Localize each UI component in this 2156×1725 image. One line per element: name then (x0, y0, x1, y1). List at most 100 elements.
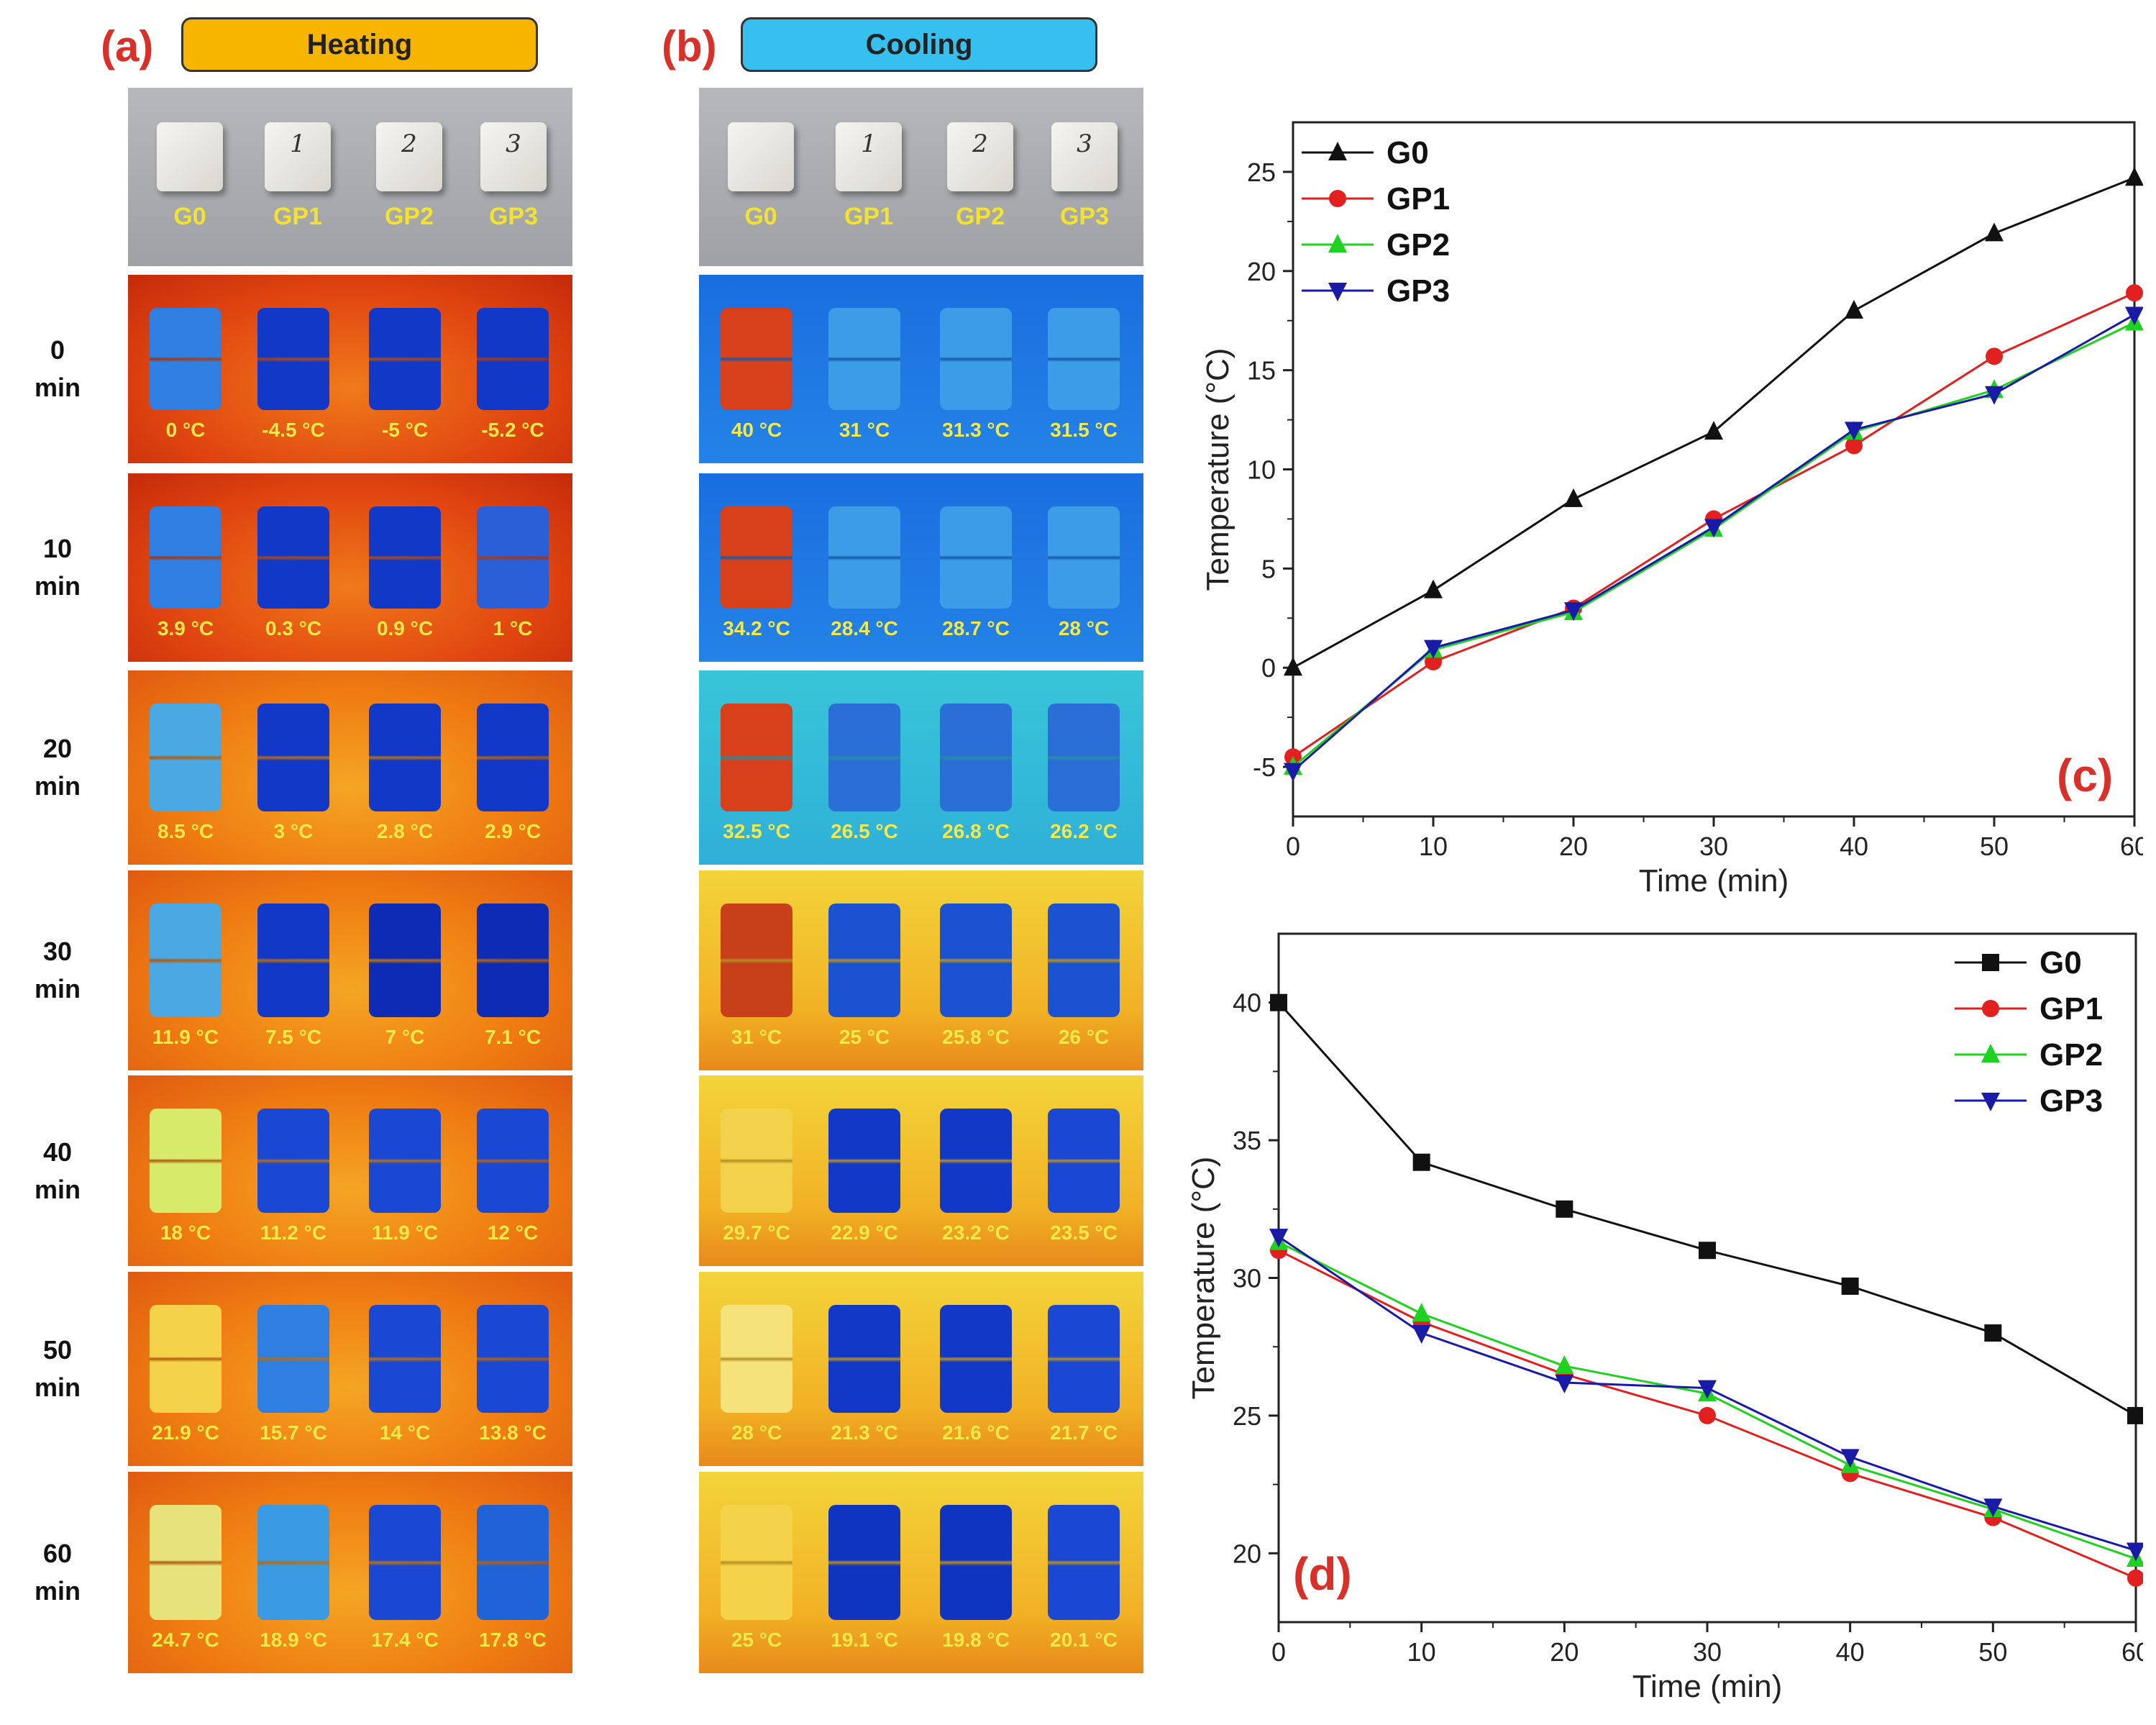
cooling-thermal-cube (828, 1305, 900, 1413)
cooling-thermal-cube (1048, 1305, 1120, 1413)
cooling-temperature-readout: 28.7 °C (942, 617, 1010, 640)
cooling-thermal-cube (1048, 506, 1120, 609)
time-value: 30 (42, 937, 73, 966)
cooling-thermal-cube (940, 506, 1012, 609)
heating-temperature-readout: 18 °C (160, 1221, 211, 1244)
y-tick-label: 0 (1261, 653, 1276, 683)
cube-marking: 2 (401, 129, 417, 158)
cube-marking: 3 (1077, 129, 1092, 158)
heating-thermal-cube (257, 904, 329, 1017)
cooling-thermal-cube (1048, 1505, 1120, 1620)
data-point-gp3 (2125, 306, 2143, 326)
heating-sample-label-gp2: GP2 (384, 203, 434, 230)
cooling-temperature-readout: 28 °C (731, 1421, 782, 1444)
y-tick-label: 25 (1233, 1401, 1261, 1431)
time-unit: min (34, 1174, 81, 1204)
heating-temperature-readout: 24.7 °C (152, 1629, 219, 1651)
series-line-g0 (1277, 1001, 2137, 1417)
x-tick-label: 30 (1699, 832, 1728, 861)
heating-temperature-readout: 12 °C (487, 1221, 539, 1244)
data-point-gp3 (1845, 422, 1863, 441)
y-tick-label: 25 (1247, 158, 1276, 187)
data-point-g0 (1699, 1242, 1716, 1260)
legend-label-gp2: GP2 (1387, 227, 1450, 263)
time-label-60-min: 60 min (14, 1535, 101, 1610)
heating-thermal-cube (369, 904, 441, 1017)
cooling-temperature-readout: 21.7 °C (1050, 1421, 1118, 1444)
legend-marker-gp3 (1981, 1093, 2000, 1111)
time-unit: min (34, 373, 81, 402)
x-tick-label: 50 (1978, 1637, 2007, 1667)
data-point-g0 (1556, 1200, 1573, 1218)
heating-thermal-cube (257, 506, 329, 609)
heating-thermal-cube (477, 506, 549, 609)
cooling-temperature-readout: 31.3 °C (942, 419, 1010, 441)
data-point-g0 (1704, 421, 1723, 440)
time-unit: min (34, 771, 81, 801)
legend-label-gp3: GP3 (2039, 1083, 2103, 1119)
heating-cube-gp1: 1 (265, 122, 331, 191)
plot-frame (1292, 121, 2136, 818)
data-point-gp3 (1269, 1229, 1288, 1248)
data-point-g0 (1564, 488, 1583, 507)
cooling-thermal-cube (828, 704, 900, 811)
heating-sample-label-gp1: GP1 (273, 203, 323, 230)
data-point-gp3 (1555, 1374, 1574, 1393)
cooling-temperature-readout: 31 °C (731, 1026, 782, 1048)
cooling-thermal-image-row: 31 °C 25 °C 25.8 °C 26 °C (699, 870, 1143, 1070)
heating-temperature-readout: 21.9 °C (152, 1421, 219, 1444)
y-axis-title: Temperature (°C) (1186, 1157, 1221, 1400)
data-point-g0 (1984, 1324, 2002, 1342)
heating-cube-gp3: 3 (480, 122, 547, 191)
heating-thermal-cube (477, 904, 549, 1017)
cooling-thermal-cube (828, 308, 900, 410)
cooling-temperature-readout: 28.4 °C (831, 617, 898, 640)
x-tick-label: 20 (1559, 832, 1588, 861)
cooling-temperature-readout: 21.6 °C (942, 1421, 1010, 1444)
time-unit: min (34, 1576, 81, 1606)
x-tick-label: 10 (1419, 832, 1448, 861)
cooling-thermal-cube (940, 1305, 1012, 1413)
cooling-thermal-image-row: 34.2 °C 28.4 °C 28.7 °C 28 °C (699, 473, 1143, 662)
heating-thermal-cube (257, 1505, 329, 1620)
data-point-gp1 (2127, 1569, 2143, 1587)
cooling-thermal-image-row: 40 °C 31 °C 31.3 °C 31.5 °C (699, 275, 1143, 463)
heating-temperature-readout: 2.9 °C (484, 820, 542, 842)
plot-frame (1277, 932, 2137, 1624)
cooling-thermal-cube (721, 1505, 792, 1620)
cooling-thermal-cube (940, 308, 1012, 410)
x-axis-title: Time (min) (1639, 863, 1789, 898)
data-point-g0 (1845, 299, 1863, 319)
cooling-thermal-cube (1048, 308, 1120, 410)
time-label-40-min: 40 min (14, 1134, 101, 1209)
legend-marker-gp1 (1329, 190, 1346, 207)
heating-thermal-cube (150, 1305, 221, 1413)
cooling-thermal-cube (721, 1109, 792, 1213)
series-line-gp2 (1292, 322, 2135, 768)
cooling-thermal-cube (828, 506, 900, 609)
cooling-temperature-readout: 19.1 °C (831, 1629, 898, 1651)
heating-thermal-image-row: 24.7 °C 18.9 °C 17.4 °C 17.8 °C (128, 1472, 572, 1673)
time-value: 0 (50, 335, 65, 365)
data-point-gp3 (1412, 1325, 1431, 1344)
heating-thermal-image-row: 21.9 °C 15.7 °C 14 °C 13.8 °C (128, 1272, 572, 1466)
legend-label-g0: G0 (1387, 135, 1429, 170)
time-label-10-min: 10 min (14, 530, 101, 605)
time-label-30-min: 30 min (14, 933, 101, 1008)
cooling-temperature-chart: 0 10 20 30 40 50 60 20 25 30 35 40 Time (min) Tempera… (1186, 932, 2143, 1704)
heating-thermal-image-row: 18 °C 11.2 °C 11.9 °C 12 °C (128, 1075, 572, 1266)
heating-temperature-readout: 8.5 °C (157, 820, 214, 842)
legend-marker-gp2 (1981, 1044, 2000, 1062)
cooling-thermal-cube (1048, 704, 1120, 811)
heating-temperature-readout: 0.9 °C (376, 617, 434, 640)
data-point-gp3 (2127, 1542, 2143, 1562)
cooling-thermal-cube (940, 704, 1012, 811)
heating-temperature-readout: 0.3 °C (265, 617, 322, 640)
heating-thermal-cube (369, 506, 441, 609)
legend-marker-g0 (1328, 142, 1347, 160)
panel-a-label: (a) (101, 22, 154, 70)
heating-sample-label-g0: G0 (173, 203, 206, 230)
cooling-thermal-image-row: 25 °C 19.1 °C 19.8 °C 20.1 °C (699, 1472, 1143, 1673)
heating-temperature-readout: 13.8 °C (479, 1421, 547, 1444)
y-tick-label: 20 (1233, 1539, 1261, 1568)
